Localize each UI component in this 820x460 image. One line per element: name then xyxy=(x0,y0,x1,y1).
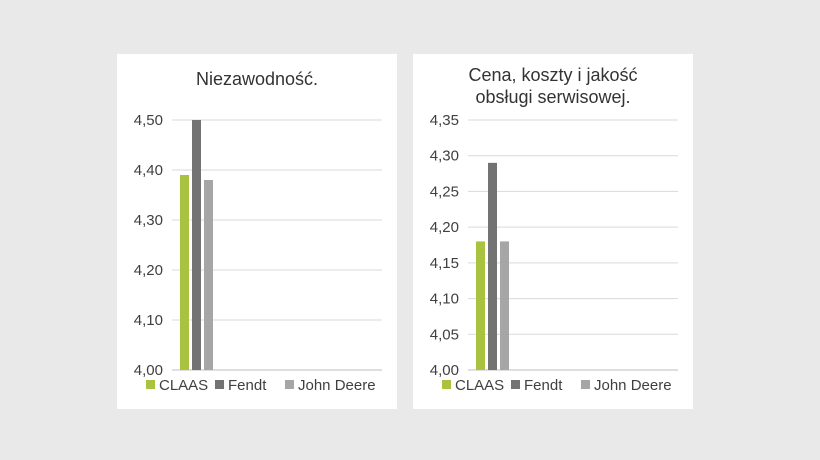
y-tick-label: 4,30 xyxy=(134,212,163,229)
legend-swatch xyxy=(215,380,224,389)
chart-title-line-2: obsługi serwisowej. xyxy=(475,87,631,107)
y-tick-label: 4,20 xyxy=(134,262,163,279)
legend-label: CLAAS xyxy=(455,377,504,394)
bar-john-deere xyxy=(204,180,213,370)
bar-fendt xyxy=(488,162,497,370)
y-tick-label: 4,25 xyxy=(430,183,459,200)
chart-title: Niezawodność. xyxy=(195,69,319,89)
y-tick-label: 4,00 xyxy=(134,362,163,379)
legend-label: John Deere xyxy=(594,377,672,394)
chart-title-line-1: Cena, koszty i jakość xyxy=(468,65,638,85)
legend-swatch xyxy=(511,380,520,389)
bar-fendt xyxy=(192,120,201,370)
chart-panel-reliability: Niezawodność. 4,00 4,10 4,20 4,30 4,40 4,50 CL… xyxy=(117,54,397,409)
legend-label: Fendt xyxy=(228,377,267,394)
y-tick-label: 4,05 xyxy=(430,326,459,343)
legend-label: Fendt xyxy=(524,377,563,394)
legend-swatch xyxy=(442,380,451,389)
bar-claas xyxy=(180,175,189,370)
chart-svg: 4,00 4,05 4,10 4,15 4,20 4,25 4,30 4,35 CLAAS Fen… xyxy=(430,112,678,394)
legend-swatch xyxy=(146,380,155,389)
y-tick-label: 4,35 xyxy=(430,112,459,129)
y-tick-label: 4,10 xyxy=(134,312,163,329)
legend-swatch xyxy=(285,380,294,389)
y-tick-label: 4,40 xyxy=(134,162,163,179)
legend-swatch xyxy=(581,380,590,389)
chart-panel-service: Cena, koszty i jakość obsługi serwisowej… xyxy=(413,54,693,409)
bar-john-deere xyxy=(500,241,509,370)
bar-claas xyxy=(476,241,485,370)
chart-svg: 4,00 4,10 4,20 4,30 4,40 4,50 CLAAS Fendt John D… xyxy=(134,112,382,394)
legend-label: John Deere xyxy=(298,377,376,394)
legend-label: CLAAS xyxy=(159,377,208,394)
y-tick-label: 4,15 xyxy=(430,255,459,272)
y-tick-label: 4,30 xyxy=(430,148,459,165)
chart-title: Cena, koszty i jakość obsługi serwisowej… xyxy=(413,64,693,108)
y-tick-label: 4,20 xyxy=(430,219,459,236)
y-tick-label: 4,10 xyxy=(430,291,459,308)
y-tick-label: 4,00 xyxy=(430,362,459,379)
y-tick-label: 4,50 xyxy=(134,112,163,129)
